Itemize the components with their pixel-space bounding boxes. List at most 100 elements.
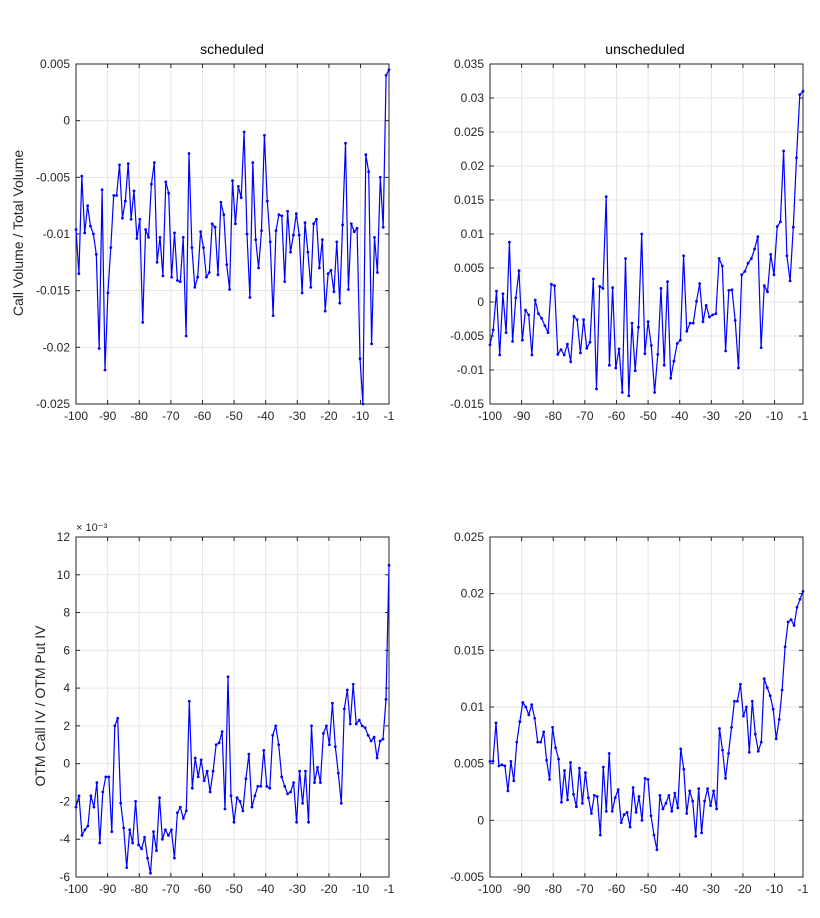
- data-point: [601, 287, 605, 290]
- data-point: [613, 796, 617, 800]
- ticks: -100 -90 -80 -70 -60 -50 -40 -30 -20 -10 -1 0.035 0.…: [450, 57, 809, 423]
- data-point: [384, 698, 388, 701]
- data-point: [312, 222, 315, 226]
- data-point: [158, 236, 162, 239]
- data-point: [193, 756, 197, 760]
- data-point: [560, 800, 563, 804]
- y-tick-label: -2: [59, 794, 70, 808]
- data-point: [335, 240, 339, 244]
- y-tick-label: 0.015: [454, 643, 484, 657]
- data-point: [569, 761, 572, 764]
- data-point: [268, 786, 272, 790]
- data-point: [691, 321, 695, 325]
- data-point: [190, 786, 194, 790]
- y-tick-label: 0.02: [461, 587, 485, 601]
- data-point: [727, 752, 730, 755]
- y-tick-label: 0.025: [454, 125, 484, 139]
- data-point: [129, 217, 133, 221]
- data-point: [676, 806, 680, 810]
- data-point: [669, 376, 673, 380]
- data-point: [697, 787, 701, 790]
- data-point: [202, 779, 206, 783]
- data-point: [294, 212, 298, 216]
- data-point: [164, 828, 167, 832]
- data-point: [80, 174, 84, 178]
- x-tick-label: -80: [131, 882, 149, 896]
- data-point: [210, 222, 214, 226]
- y-tick-label: 12: [57, 530, 71, 544]
- data-point: [358, 357, 362, 361]
- data-point: [238, 800, 242, 803]
- data-point: [559, 348, 563, 351]
- data-point: [537, 312, 540, 315]
- x-tick-label: -60: [194, 882, 212, 896]
- data-point: [759, 740, 763, 744]
- data-point: [300, 291, 304, 295]
- data-point: [167, 834, 170, 837]
- data-point: [646, 778, 650, 781]
- data-point: [762, 677, 766, 681]
- x-tick-label: -30: [289, 882, 307, 896]
- x-tick-label: -30: [289, 409, 307, 423]
- data-point: [685, 812, 689, 815]
- data-point: [506, 789, 510, 793]
- data-point: [95, 781, 99, 784]
- data-point: [234, 222, 237, 226]
- data-point: [196, 275, 200, 279]
- y-tick-label: 4: [63, 681, 70, 695]
- data-point: [98, 841, 102, 845]
- data-point: [89, 224, 92, 228]
- data-point: [316, 766, 319, 769]
- data-point: [318, 266, 321, 270]
- x-tick-label: -60: [194, 409, 212, 423]
- data-point: [491, 328, 495, 332]
- data-point: [495, 289, 498, 293]
- data-point: [572, 792, 575, 796]
- data-point: [328, 743, 331, 747]
- data-point: [123, 199, 127, 203]
- data-point: [590, 812, 593, 815]
- data-point: [89, 794, 93, 798]
- x-tick-label: -80: [545, 409, 563, 423]
- data-point: [646, 320, 650, 324]
- data-point: [610, 809, 614, 813]
- data-point: [355, 226, 359, 230]
- data-point: [372, 735, 376, 739]
- data-point: [344, 141, 347, 145]
- y-axis-exponent: × 10⁻³: [76, 522, 108, 534]
- x-tick-label: -70: [162, 882, 180, 896]
- data-point: [556, 353, 560, 356]
- data-point: [708, 315, 711, 319]
- data-point: [664, 801, 668, 805]
- data-point: [785, 254, 789, 258]
- data-point: [652, 833, 656, 837]
- data-point: [225, 263, 229, 266]
- data-point: [634, 811, 638, 814]
- data-point: [297, 233, 301, 237]
- data-point: [661, 807, 665, 811]
- data-point: [274, 724, 278, 728]
- data-point: [786, 620, 790, 624]
- data-point: [771, 707, 775, 711]
- data-point: [604, 195, 608, 199]
- y-tick-label: 0.03: [461, 91, 485, 105]
- data-point: [614, 366, 618, 370]
- data-point: [673, 791, 677, 795]
- data-point: [119, 801, 123, 805]
- data-point: [295, 820, 298, 824]
- data-point: [155, 849, 158, 852]
- data-point: [310, 724, 313, 728]
- x-tick-label: -90: [99, 409, 117, 423]
- data-point: [549, 282, 553, 286]
- y-tick-label: 0.005: [454, 757, 484, 771]
- x-tick-label: -50: [225, 882, 243, 896]
- y-tick-label: 0.025: [454, 530, 484, 544]
- data-point: [521, 701, 525, 704]
- data-point: [624, 257, 627, 260]
- data-point: [140, 847, 144, 851]
- x-tick-label: -100: [64, 409, 88, 423]
- data-point: [241, 809, 245, 813]
- data-point: [219, 200, 223, 204]
- data-point: [524, 308, 527, 312]
- data-point: [271, 314, 275, 317]
